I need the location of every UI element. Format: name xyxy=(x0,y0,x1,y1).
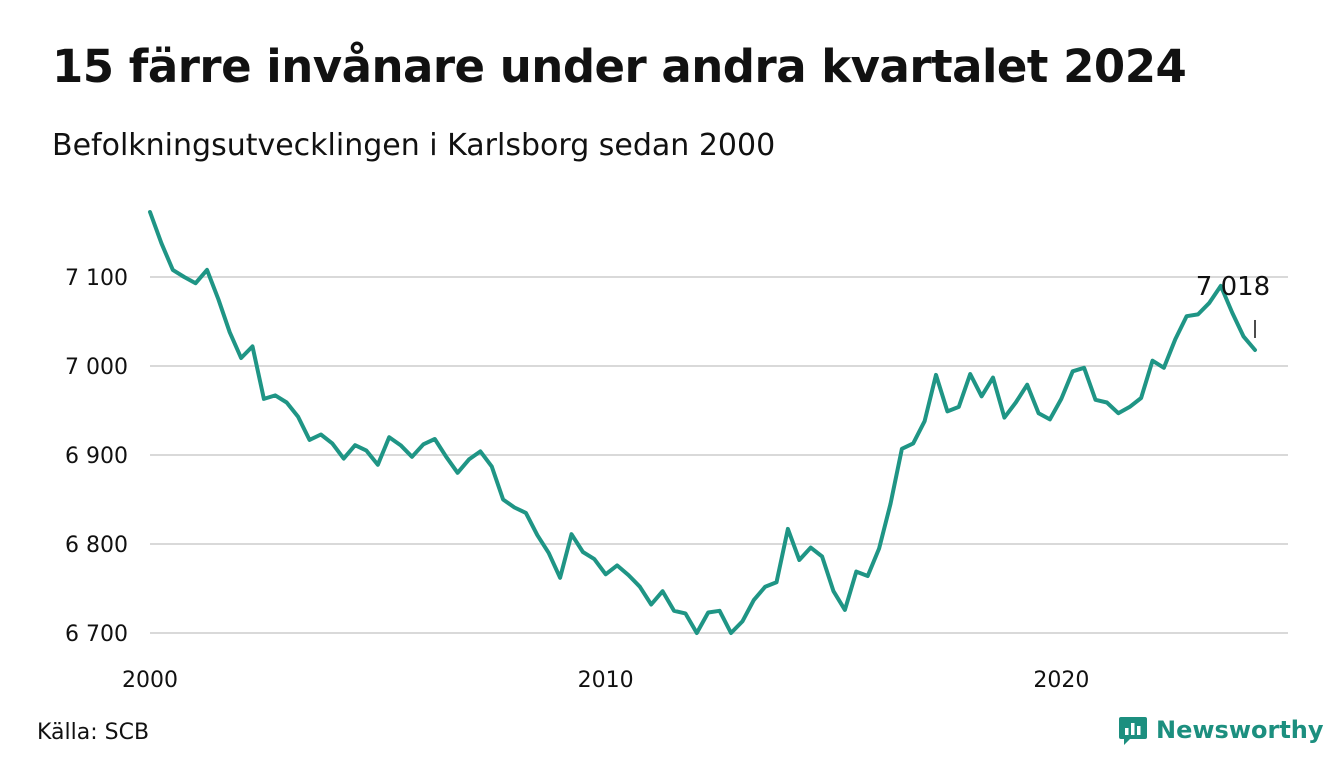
x-tick-label: 2000 xyxy=(122,668,178,693)
y-tick-label: 7 000 xyxy=(65,355,128,380)
y-tick-label: 6 800 xyxy=(65,533,128,558)
x-tick-label: 2020 xyxy=(1033,668,1089,693)
chart-subtitle: Befolkningsutvecklingen i Karlsborg seda… xyxy=(52,128,776,163)
x-axis-ticks: 2000 2010 2020 xyxy=(122,668,1089,693)
y-tick-label: 7 100 xyxy=(65,266,128,291)
newsworthy-logo-icon xyxy=(1119,717,1147,745)
y-tick-label: 6 900 xyxy=(65,444,128,469)
last-value-label: 7 018 xyxy=(1196,272,1270,302)
chart-title: 15 färre invånare under andra kvartalet … xyxy=(52,40,1187,93)
brand-logo: Newsworthy xyxy=(1118,714,1324,746)
population-series-line xyxy=(148,210,1257,635)
x-tick-label: 2010 xyxy=(578,668,634,693)
y-tick-label: 6 700 xyxy=(65,622,128,647)
grid-lines xyxy=(150,276,1288,634)
source-note: Källa: SCB xyxy=(37,720,150,745)
y-axis-ticks: 6 700 6 800 6 900 7 000 7 100 xyxy=(65,266,128,647)
brand-name: Newsworthy xyxy=(1156,716,1324,744)
